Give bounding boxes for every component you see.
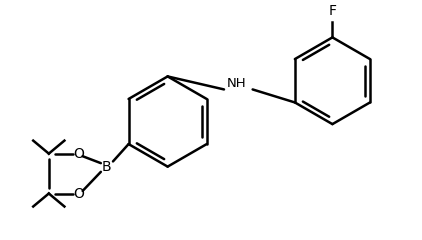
Text: B: B (102, 161, 112, 174)
Text: F: F (328, 4, 336, 18)
Text: O: O (73, 186, 84, 200)
Text: NH: NH (227, 77, 247, 90)
Text: O: O (73, 147, 84, 161)
